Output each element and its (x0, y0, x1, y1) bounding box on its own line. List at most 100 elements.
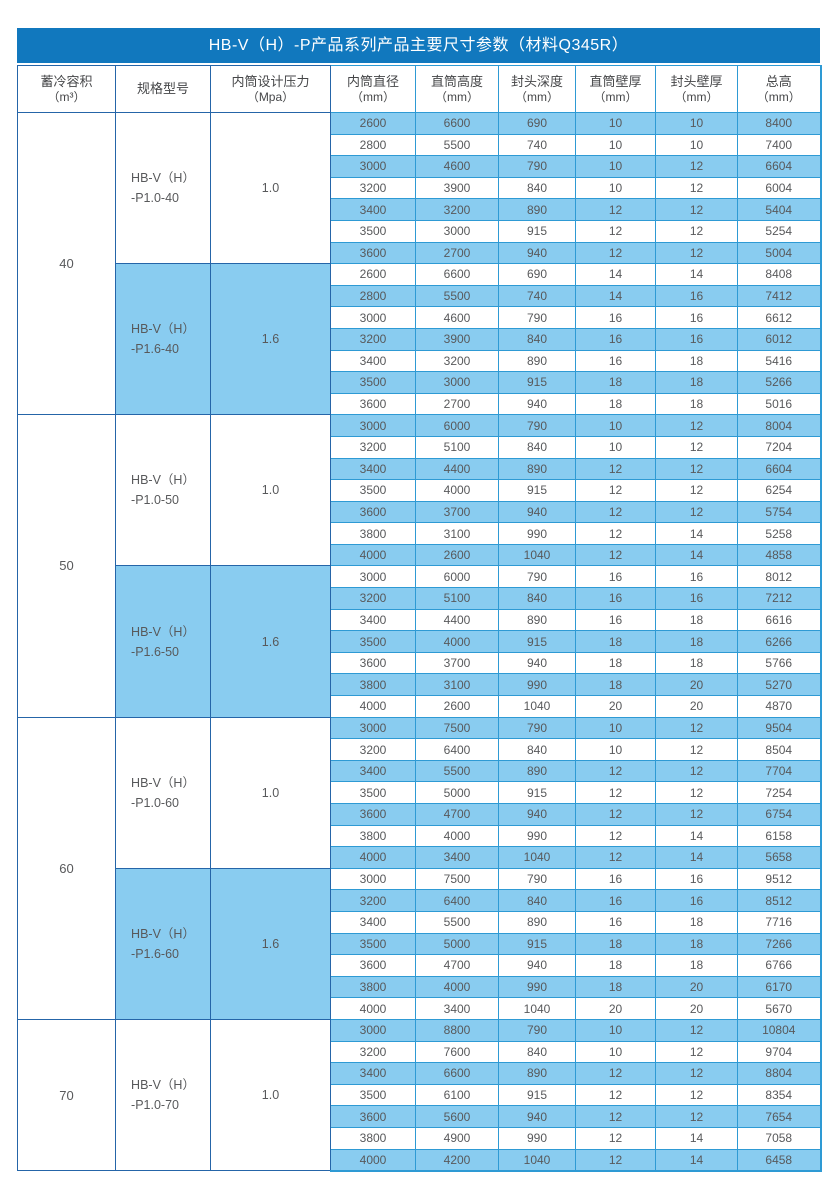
model-label-line: -P1.6-60 (131, 946, 179, 961)
data-cell: 6604 (737, 457, 822, 481)
data-cell: 3000 (330, 867, 416, 891)
model-label: HB-V（H） -P1.0-70 (131, 1075, 195, 1115)
data-cell: 3200 (330, 889, 416, 912)
data-cell: 4000 (415, 824, 499, 848)
model-label-line: HB-V（H） (131, 624, 195, 639)
data-cell: 4000 (415, 975, 499, 999)
data-cell: 840 (498, 327, 576, 351)
data-cell: 7204 (737, 435, 822, 459)
data-cell: 16 (575, 867, 656, 891)
column-label: 封头深度 (510, 73, 563, 89)
data-cell: 915 (498, 630, 576, 653)
data-cell: 840 (498, 176, 576, 200)
data-cell: 12 (575, 198, 656, 221)
data-cell: 6254 (737, 479, 822, 502)
data-cell: 12 (575, 1062, 656, 1085)
data-cell: 7500 (415, 716, 499, 740)
pressure-cell: 1.6 (210, 867, 331, 1020)
data-cell: 12 (655, 1062, 738, 1085)
data-cell: 740 (498, 133, 576, 157)
table-row: 2800 5500 740 10 10 7400 (18, 133, 822, 157)
data-cell: 3000 (415, 371, 499, 394)
data-cell: 7412 (737, 284, 822, 308)
data-cell: 6600 (415, 1062, 499, 1085)
data-cell: 7600 (415, 1040, 499, 1064)
volume-cell: 40 (17, 111, 116, 416)
data-cell: 4400 (415, 608, 499, 632)
pressure-cell: 1.0 (210, 111, 331, 265)
data-cell: 12 (655, 479, 738, 502)
header-row: 蓄冷容积 （m³） 规格型号 内筒设计压力 （Mpa） 内筒直径 （mm） 直筒… (17, 65, 822, 113)
data-cell: 2700 (415, 241, 499, 265)
data-cell: 3400 (330, 457, 416, 481)
data-cell: 3600 (330, 392, 416, 416)
data-cell: 6604 (737, 155, 822, 178)
data-cell: 5270 (737, 673, 822, 697)
data-cell: 10 (575, 716, 656, 740)
data-cell: 6612 (737, 306, 822, 329)
table-row: 3400 6600 890 12 12 8804 (18, 1062, 822, 1085)
data-cell: 2600 (415, 543, 499, 567)
data-cell: 14 (655, 846, 738, 869)
data-cell: 18 (575, 392, 656, 416)
data-cell: 4000 (330, 695, 416, 718)
table-row: 3200 5100 840 10 12 7204 (18, 435, 822, 459)
volume-cell: 60 (17, 716, 116, 1020)
data-cell: 6400 (415, 889, 499, 912)
data-cell: 4000 (330, 1148, 416, 1172)
data-cell: 18 (575, 975, 656, 999)
data-cell: 14 (655, 1126, 738, 1150)
data-cell: 12 (575, 824, 656, 848)
column-header-total-height: 总高 （mm） (737, 65, 822, 113)
data-cell: 6616 (737, 608, 822, 632)
model-cell: HB-V（H） -P1.0-60 (115, 716, 211, 869)
model-label-line: -P1.6-40 (131, 342, 179, 357)
data-cell: 10 (575, 155, 656, 178)
data-cell: 3800 (330, 1126, 416, 1150)
data-cell: 20 (575, 997, 656, 1020)
data-cell: 3800 (330, 824, 416, 848)
table-row: 3400 3200 890 12 12 5404 (18, 198, 822, 221)
table-row: 4000 4200 1040 12 14 6458 (18, 1148, 822, 1172)
data-cell: 12 (655, 241, 738, 265)
data-cell: 790 (498, 1018, 576, 1042)
data-cell: 12 (575, 500, 656, 524)
data-cell: 890 (498, 198, 576, 221)
data-cell: 2700 (415, 392, 499, 416)
data-cell: 16 (655, 889, 738, 912)
data-cell: 16 (655, 306, 738, 329)
data-cell: 10 (655, 133, 738, 157)
data-cell: 12 (575, 1126, 656, 1150)
data-cell: 10 (575, 112, 656, 135)
data-cell: 14 (655, 522, 738, 545)
column-header-shell-height: 直筒高度 （mm） (415, 65, 499, 113)
table-row: 2800 5500 740 14 16 7412 (18, 284, 822, 308)
table-row: HB-V（H） -P1.6-40 1.6 2600 6600 690 14 14 8408 (18, 263, 822, 416)
data-cell: 3000 (330, 716, 416, 740)
data-cell: 10 (575, 1040, 656, 1064)
data-cell: 915 (498, 781, 576, 804)
data-cell: 5766 (737, 651, 822, 675)
data-cell: 4000 (415, 479, 499, 502)
data-cell: 18 (575, 954, 656, 977)
data-cell: 5416 (737, 349, 822, 373)
data-cell: 18 (575, 673, 656, 697)
table-row: 4000 2600 1040 20 20 4870 (18, 695, 822, 718)
data-cell: 20 (655, 975, 738, 999)
data-cell: 7400 (737, 133, 822, 157)
data-cell: 3600 (330, 954, 416, 977)
data-cell: 18 (655, 932, 738, 956)
data-cell: 3900 (415, 176, 499, 200)
data-cell: 3500 (330, 1083, 416, 1107)
data-cell: 9704 (737, 1040, 822, 1064)
data-cell: 3400 (415, 997, 499, 1020)
data-cell: 12 (655, 219, 738, 243)
column-label: 总高 (765, 73, 792, 89)
data-cell: 5670 (737, 997, 822, 1020)
data-cell: 8004 (737, 414, 822, 437)
model-label-line: -P1.0-50 (131, 493, 179, 508)
data-cell: 3600 (330, 241, 416, 265)
model-cell: HB-V（H） -P1.6-40 (115, 263, 211, 416)
data-cell: 12 (575, 241, 656, 265)
table-row: 3600 5600 940 12 12 7654 (18, 1105, 822, 1128)
